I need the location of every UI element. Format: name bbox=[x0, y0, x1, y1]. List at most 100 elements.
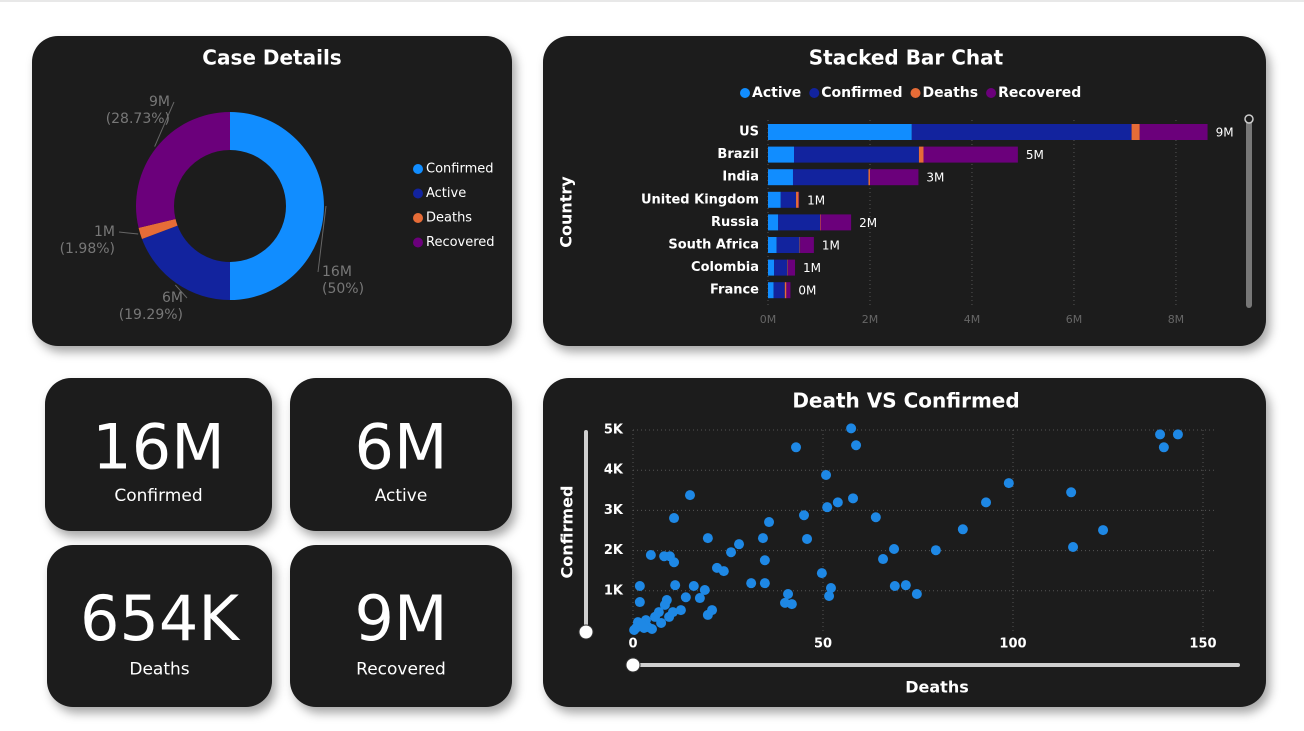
point bbox=[1158, 442, 1169, 453]
y-slider[interactable] bbox=[584, 430, 588, 632]
legend-marker bbox=[910, 88, 921, 98]
bar-segment bbox=[918, 146, 924, 163]
y-tick-label: Brazil bbox=[717, 147, 759, 162]
total-label: 1M bbox=[807, 193, 825, 207]
point bbox=[821, 470, 832, 481]
point bbox=[659, 599, 670, 610]
total-label: 1M bbox=[803, 261, 821, 275]
bar-segment bbox=[800, 237, 814, 253]
total-label: 0M bbox=[798, 284, 816, 298]
leader-line bbox=[118, 231, 139, 235]
point bbox=[930, 545, 941, 556]
bar-segment bbox=[768, 282, 774, 299]
amount-label: 6M bbox=[162, 290, 183, 306]
point bbox=[664, 611, 675, 622]
point bbox=[1098, 525, 1109, 536]
top-border bbox=[0, 0, 1304, 2]
point bbox=[832, 497, 843, 508]
kpi-value: 9M bbox=[355, 582, 448, 655]
legend-label: Confirmed bbox=[821, 85, 902, 101]
x-tick-label: 2M bbox=[862, 313, 879, 326]
point bbox=[889, 543, 900, 554]
slider-handle[interactable] bbox=[625, 657, 641, 673]
point bbox=[889, 580, 900, 591]
y-tick-label: 2K bbox=[604, 543, 624, 558]
chart-title: Stacked Bar Chat bbox=[809, 46, 1004, 70]
point bbox=[702, 533, 713, 544]
scrollbar[interactable] bbox=[1246, 120, 1252, 308]
bar-segment bbox=[768, 191, 781, 208]
point bbox=[1068, 541, 1079, 552]
y-tick-label: 4K bbox=[604, 463, 624, 478]
point bbox=[802, 533, 813, 544]
card bbox=[45, 378, 272, 531]
x-tick-label: 100 bbox=[999, 637, 1026, 652]
point bbox=[685, 490, 695, 501]
point bbox=[734, 539, 745, 550]
legend-marker bbox=[413, 237, 423, 248]
bar-segment bbox=[768, 237, 777, 253]
point bbox=[825, 582, 836, 593]
bar-segment bbox=[768, 146, 795, 163]
x-tick-label: 0 bbox=[628, 637, 637, 652]
pie-slice bbox=[136, 112, 230, 228]
point bbox=[981, 497, 992, 508]
point bbox=[670, 580, 681, 591]
legend-label: Confirmed bbox=[426, 162, 494, 177]
legend-marker bbox=[413, 213, 423, 223]
leader-line bbox=[317, 205, 327, 273]
bar-segment bbox=[869, 169, 919, 186]
point bbox=[675, 605, 686, 616]
x-slider[interactable] bbox=[633, 663, 1240, 667]
legend-label: Active bbox=[426, 186, 466, 201]
point bbox=[816, 568, 827, 579]
bar-segment bbox=[768, 214, 779, 231]
point bbox=[757, 533, 768, 544]
slider-handle[interactable] bbox=[578, 624, 594, 640]
axis-label: Confirmed bbox=[558, 486, 577, 579]
point bbox=[707, 605, 718, 616]
value-label: (1.98%) bbox=[60, 241, 115, 257]
bar-segment bbox=[773, 282, 785, 299]
bar-segment bbox=[768, 259, 775, 276]
leader-line bbox=[174, 284, 188, 299]
point bbox=[645, 550, 656, 561]
kpi-label: Active bbox=[375, 486, 428, 506]
amount-label: 1M bbox=[94, 224, 115, 240]
point bbox=[783, 589, 794, 600]
y-tick-label: Colombia bbox=[691, 260, 759, 275]
bar-segment bbox=[786, 282, 791, 299]
y-tick-label: India bbox=[722, 170, 759, 185]
point bbox=[694, 593, 705, 604]
bar-segment bbox=[1139, 124, 1208, 140]
legend-marker bbox=[986, 88, 997, 98]
chart-title: Case Details bbox=[202, 46, 341, 70]
point bbox=[822, 502, 833, 513]
total-label: 2M bbox=[859, 216, 877, 230]
point bbox=[634, 597, 645, 608]
amount-label: 9M bbox=[149, 94, 170, 110]
point bbox=[764, 517, 775, 528]
point bbox=[791, 442, 802, 453]
scroll-handle[interactable] bbox=[1244, 114, 1254, 124]
point bbox=[669, 513, 680, 524]
point bbox=[1155, 429, 1166, 440]
kpi-label: Deaths bbox=[129, 660, 189, 680]
kpi-value: 6M bbox=[355, 411, 448, 484]
point bbox=[669, 557, 680, 568]
bar-segment bbox=[768, 169, 793, 186]
y-tick-label: South Africa bbox=[668, 238, 759, 253]
card bbox=[32, 36, 512, 346]
value-label: (50%) bbox=[322, 281, 364, 297]
point bbox=[746, 578, 757, 589]
point bbox=[1066, 487, 1077, 498]
bar-segment bbox=[923, 146, 1018, 163]
legend-marker bbox=[413, 188, 423, 199]
point bbox=[688, 580, 699, 591]
point bbox=[1003, 478, 1014, 489]
pie-slice bbox=[230, 112, 324, 300]
bar-segment bbox=[868, 169, 870, 186]
total-label: 9M bbox=[1216, 126, 1234, 140]
bar-segment bbox=[780, 191, 797, 208]
